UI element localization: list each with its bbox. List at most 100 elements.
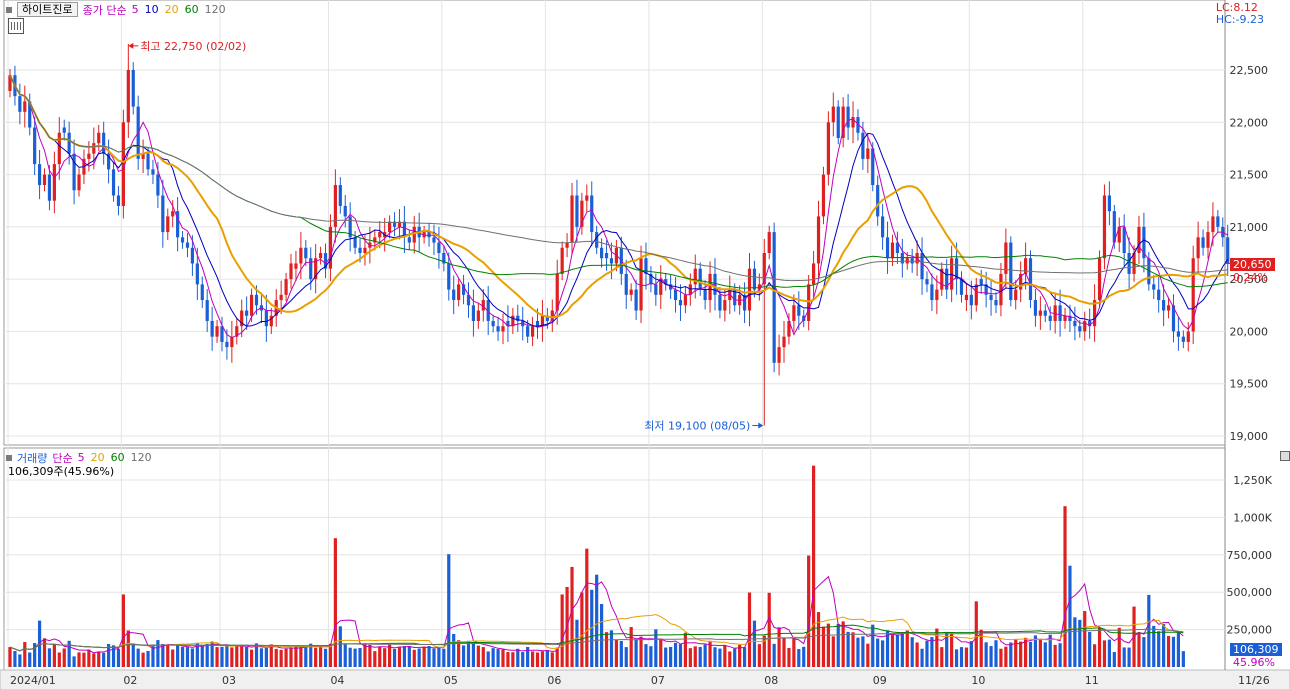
panel-handle-icon[interactable] [6,454,12,461]
candle-body [176,211,180,238]
volume-bar [757,644,761,667]
candle-body [23,101,27,112]
candle-body [683,294,688,306]
volume-bar [1147,594,1151,667]
volume-bar [1097,627,1102,667]
volume-bar [274,648,278,667]
volume-indicator-label[interactable]: 단순 [52,451,73,465]
candle-body [348,216,352,238]
candle-body [328,226,333,269]
candle-body [471,305,476,321]
volume-bar [388,644,392,667]
volume-bar [457,640,461,667]
candle-body [964,294,969,301]
candle-body [624,273,628,295]
volume-bar [802,646,806,667]
volume-title[interactable]: 거래량 [17,451,48,465]
volume-bar [432,648,436,667]
candle-body [629,289,633,295]
volume-bar [215,647,219,667]
volume-bar [146,650,150,667]
volume-bar [900,632,904,667]
candle-body [388,221,392,233]
volume-bar [1014,638,1018,667]
ma-period-60[interactable]: 60 [184,3,199,16]
candle-body [762,253,766,285]
panel-collapse-icon[interactable] [1280,451,1290,461]
candle-body [52,164,56,201]
volume-bar [935,628,939,667]
volume-bar [683,632,688,667]
ma-period-5[interactable]: 5 [131,3,139,16]
candle-body [249,294,254,316]
candle-body [723,300,727,311]
volume-bar [535,652,540,667]
volume-bar [97,651,101,667]
candle-body [37,164,42,186]
ma-period-120[interactable]: 120 [204,3,226,16]
volume-bar [210,641,214,667]
volume-bar [42,638,47,667]
volume-period-20[interactable]: 20 [90,451,105,464]
candle-body [866,148,870,159]
date-tick-label: 04 [330,674,344,687]
volume-bar [176,645,180,667]
volume-bar [831,636,835,667]
volume-bar [62,648,66,667]
volume-bar [323,648,328,667]
candle-body [97,132,101,144]
ma-period-10[interactable]: 10 [144,3,159,16]
volume-period-list: 5 20 60 120 [78,451,158,464]
candle-body [304,247,308,259]
last-volume-pct: 45.96% [1233,656,1275,669]
candle-body [1112,211,1116,243]
candle-body [664,279,668,285]
candle-body [526,326,530,337]
volume-period-120[interactable]: 120 [130,451,152,464]
volume-bar [861,636,865,667]
candle-body [969,294,973,306]
volume-period-60[interactable]: 60 [110,451,125,464]
candle-body [1181,336,1185,342]
volume-tick-label: 1,250K [1233,474,1272,487]
volume-bar [131,644,135,667]
volume-bar [826,623,830,667]
volume-bar [77,652,81,667]
candle-body [447,263,451,290]
candle-body [146,153,150,170]
volume-bar [245,646,249,667]
candle-body [890,242,895,259]
stock-title[interactable]: 하이트진로 [17,2,78,17]
volume-bar [121,594,125,667]
volume-bar [136,648,140,667]
panel-handle-icon[interactable] [6,6,12,13]
candle-body [195,263,199,285]
candle-body [900,253,904,264]
ma-indicator-label[interactable]: 종가 단순 [82,3,127,17]
candle-body [634,289,638,311]
volume-bar [259,648,264,667]
candle-body [245,310,249,316]
price-tick-label: 19,000 [1230,430,1269,443]
volume-bar [28,652,32,667]
ma-period-20[interactable]: 20 [164,3,179,16]
volume-panel [3,447,1226,671]
volume-bar [516,648,520,667]
candle-body [1191,258,1195,332]
low-annotation: 최저 19,100 (08/05) [644,420,750,433]
candle-body [67,132,71,154]
candle-body [254,294,259,306]
candle-body [1083,320,1087,332]
candle-body [397,221,402,227]
volume-bar [47,648,52,667]
volume-bar [249,649,254,667]
candle-body [570,195,574,243]
candle-body [994,300,998,306]
volume-bar [289,647,293,667]
volume-bar [836,623,840,667]
grid-table-icon[interactable] [8,18,24,34]
candle-body [831,106,835,123]
volume-bar [629,627,633,667]
volume-period-5[interactable]: 5 [77,451,85,464]
